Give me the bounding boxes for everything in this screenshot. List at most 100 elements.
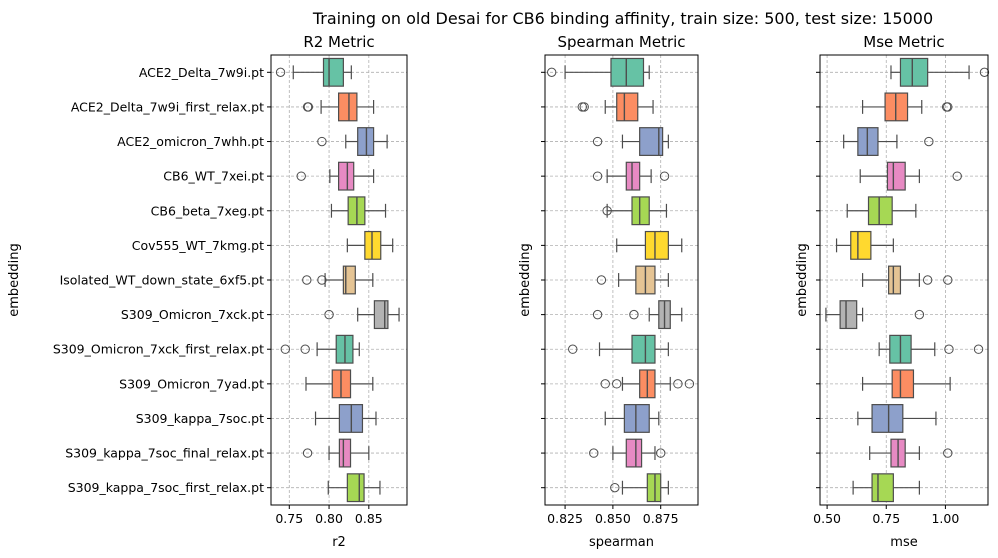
iqr-box	[639, 127, 664, 156]
box-CB6_beta_7xeg.pt	[602, 196, 668, 226]
y-tick-label: S309_kappa_7soc.pt	[136, 411, 264, 426]
box-S309_Omicron_7yad.pt	[305, 369, 374, 399]
subplot-title: Spearman Metric	[557, 33, 685, 51]
outlier-point	[656, 448, 666, 458]
figure-suptitle: Training on old Desai for CB6 binding af…	[312, 9, 933, 28]
iqr-box	[623, 404, 650, 433]
iqr-box	[342, 265, 356, 295]
iqr-box	[886, 161, 906, 191]
iqr-box	[891, 369, 915, 399]
outlier-point	[979, 67, 990, 78]
iqr-box	[850, 230, 872, 260]
outlier-point	[592, 136, 603, 147]
iqr-box	[338, 438, 352, 468]
y-tick-label: ACE2_Delta_7w9i.pt	[139, 65, 264, 80]
iqr-box	[871, 404, 904, 433]
y-tick-label: Isolated_WT_down_state_6xf5.pt	[60, 273, 265, 288]
iqr-box	[867, 196, 893, 226]
box-ACE2_Delta_7w9i_first_relax.pt	[577, 92, 654, 122]
box-S309_kappa_7soc_first_relax.pt	[610, 473, 669, 503]
iqr-box	[871, 473, 894, 503]
box-S309_kappa_7soc_first_relax.pt	[327, 473, 381, 503]
outlier-point	[673, 379, 683, 389]
box-S309_Omicron_7yad.pt	[600, 369, 695, 399]
y-tick-label: S309_Omicron_7xck.pt	[121, 307, 264, 322]
outlier-point	[943, 275, 953, 285]
y-tick-label: Cov555_WT_7kmg.pt	[132, 238, 264, 253]
x-axis-label: r2	[332, 535, 346, 550]
x-tick-label: 0.80	[315, 511, 343, 526]
iqr-box	[899, 57, 929, 87]
iqr-box	[839, 300, 858, 330]
iqr-box	[646, 473, 662, 503]
iqr-box	[357, 127, 375, 156]
y-axis-label: embedding	[7, 243, 22, 317]
box-S309_kappa_7soc_final_relax.pt	[869, 438, 953, 468]
y-tick-label: S309_kappa_7soc_first_relax.pt	[68, 480, 264, 495]
box-ACE2_omicron_7whh.pt	[592, 127, 669, 156]
iqr-box	[631, 334, 656, 364]
outlier-point	[924, 136, 934, 147]
outlier-point	[943, 448, 953, 458]
y-axis-label: embedding	[795, 243, 810, 317]
outlier-point	[275, 67, 286, 78]
y-tick-label: S309_Omicron_7yad.pt	[119, 376, 264, 391]
panels: ACE2_Delta_7w9i.pt ACE2_Delta_7w9i_first_…	[7, 33, 990, 550]
box-Isolated_WT_down_state_6xf5.pt	[861, 265, 953, 295]
outlier-point	[280, 344, 291, 354]
box-ACE2_Delta_7w9i.pt	[546, 57, 650, 87]
outlier-point	[600, 379, 610, 389]
subplot-2: 0.825 0.850 0.875 Spearman Metric spearman em…	[518, 33, 699, 550]
box-CB6_WT_7xei.pt	[592, 161, 670, 191]
outlier-point	[684, 379, 695, 389]
y-tick-label: ACE2_omicron_7whh.pt	[117, 134, 264, 149]
y-tick-label: ACE2_Delta_7w9i_first_relax.pt	[71, 99, 264, 114]
box-Isolated_WT_down_state_6xf5.pt	[596, 265, 669, 295]
box-ACE2_Delta_7w9i.pt	[275, 57, 352, 87]
outlier-point	[303, 102, 314, 112]
subplot-title: R2 Metric	[303, 33, 374, 51]
box-S309_kappa_7soc.pt	[314, 404, 377, 433]
y-tick-label: CB6_beta_7xeg.pt	[151, 203, 264, 218]
box-Cov555_WT_7kmg.pt	[346, 230, 394, 260]
box-CB6_beta_7xeg.pt	[846, 196, 917, 226]
outlier-point	[324, 309, 334, 320]
x-tick-label: 0.75	[275, 511, 303, 526]
iqr-box	[338, 161, 355, 191]
box-S309_Omicron_7xck.pt	[825, 300, 925, 330]
outlier-point	[922, 275, 933, 285]
y-tick-label: S309_kappa_7soc_final_relax.pt	[65, 446, 264, 461]
y-tick-label: S309_Omicron_7xck_first_relax.pt	[53, 342, 264, 357]
iqr-box	[338, 92, 358, 122]
outlier-point	[610, 482, 620, 493]
iqr-box	[610, 57, 645, 87]
x-tick-label: 1.00	[931, 511, 959, 526]
box-S309_kappa_7soc_final_relax.pt	[302, 438, 370, 468]
box-S309_Omicron_7xck_first_relax.pt	[568, 334, 669, 364]
outlier-point	[302, 275, 312, 285]
iqr-box	[373, 300, 389, 330]
subplot-1: ACE2_Delta_7w9i.pt ACE2_Delta_7w9i_first_…	[7, 33, 408, 550]
iqr-box	[631, 196, 650, 226]
subplot-title: Mse Metric	[863, 33, 944, 51]
x-tick-label: 0.85	[355, 511, 383, 526]
outlier-point	[596, 275, 607, 285]
box-Cov555_WT_7kmg.pt	[835, 230, 894, 260]
iqr-box	[888, 265, 902, 295]
outlier-point	[546, 67, 557, 78]
box-S309_kappa_7soc_final_relax.pt	[589, 438, 666, 468]
outlier-point	[579, 102, 589, 112]
x-tick-label: 0.50	[813, 511, 841, 526]
box-ACE2_Delta_7w9i_first_relax.pt	[861, 92, 953, 122]
outlier-point	[659, 171, 670, 181]
box-Cov555_WT_7kmg.pt	[616, 230, 683, 260]
iqr-box	[346, 473, 365, 503]
subplot-3: 0.50 0.75 1.00 Mse Metric mse embedding	[795, 33, 990, 550]
box-S309_Omicron_7yad.pt	[861, 369, 951, 399]
outlier-point	[300, 344, 310, 354]
iqr-box	[625, 438, 643, 468]
iqr-box	[364, 230, 382, 260]
iqr-box	[644, 230, 669, 260]
outlier-point	[592, 309, 603, 320]
outlier-point	[944, 344, 954, 354]
